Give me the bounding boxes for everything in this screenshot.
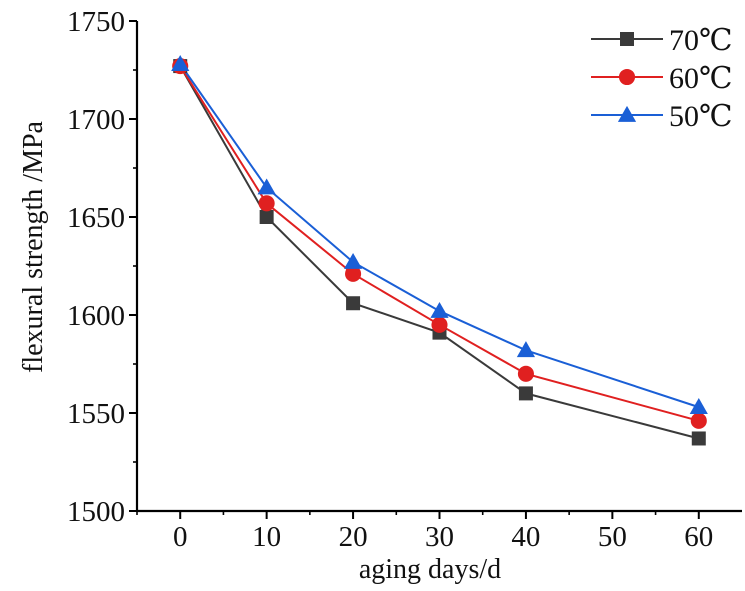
data-point <box>345 265 362 282</box>
series-line-1 <box>179 65 700 422</box>
x-tick-label: 30 <box>425 521 454 553</box>
data-point <box>257 178 276 195</box>
legend-item: 50℃ <box>591 100 733 133</box>
data-point <box>431 316 448 333</box>
x-axis-title: aging days/d <box>359 554 501 585</box>
legend-marker <box>618 68 636 86</box>
axes <box>135 21 742 513</box>
series-lines <box>179 63 700 440</box>
data-point <box>346 296 361 311</box>
legend-label: 50℃ <box>669 100 733 133</box>
y-tick-label: 1600 <box>67 300 125 332</box>
y-tick-label: 1700 <box>67 104 125 136</box>
data-point <box>517 365 534 382</box>
y-tick-label: 1750 <box>67 6 125 38</box>
x-tick-label: 40 <box>511 521 540 553</box>
data-point <box>171 55 190 71</box>
series-line-0 <box>179 65 700 440</box>
legend-label: 70℃ <box>669 24 733 57</box>
y-tick-label: 1500 <box>67 496 125 528</box>
data-point <box>343 252 363 269</box>
data-point <box>689 398 708 414</box>
legend-marker <box>620 32 634 46</box>
tick-labels: 1500 1550 1600 1650 1700 1750 0 10 20 30 40 50 60 <box>67 6 713 553</box>
x-tick-label: 60 <box>684 521 713 553</box>
data-point <box>690 412 707 429</box>
data-point <box>259 210 274 224</box>
legend-label: 60℃ <box>669 62 733 95</box>
x-tick-label: 0 <box>173 521 188 553</box>
series-markers <box>171 55 708 446</box>
data-point <box>518 386 533 401</box>
x-tick-label: 20 <box>339 521 368 553</box>
legend-marker <box>617 105 637 122</box>
data-point <box>691 431 706 446</box>
data-point <box>516 341 536 358</box>
x-tick-label: 10 <box>252 521 281 553</box>
y-axis-title: flexural strength /MPa <box>18 120 49 373</box>
legend-item: 70℃ <box>591 24 733 57</box>
x-tick-label: 50 <box>598 521 627 553</box>
data-point <box>430 301 449 318</box>
data-point <box>258 195 275 212</box>
ticks <box>129 20 700 519</box>
series-line-2 <box>179 63 700 409</box>
y-tick-label: 1650 <box>67 202 125 234</box>
legend-item: 60℃ <box>591 62 733 95</box>
legend: 70℃ 60℃ 50℃ <box>591 24 733 133</box>
y-tick-label: 1550 <box>67 398 125 430</box>
